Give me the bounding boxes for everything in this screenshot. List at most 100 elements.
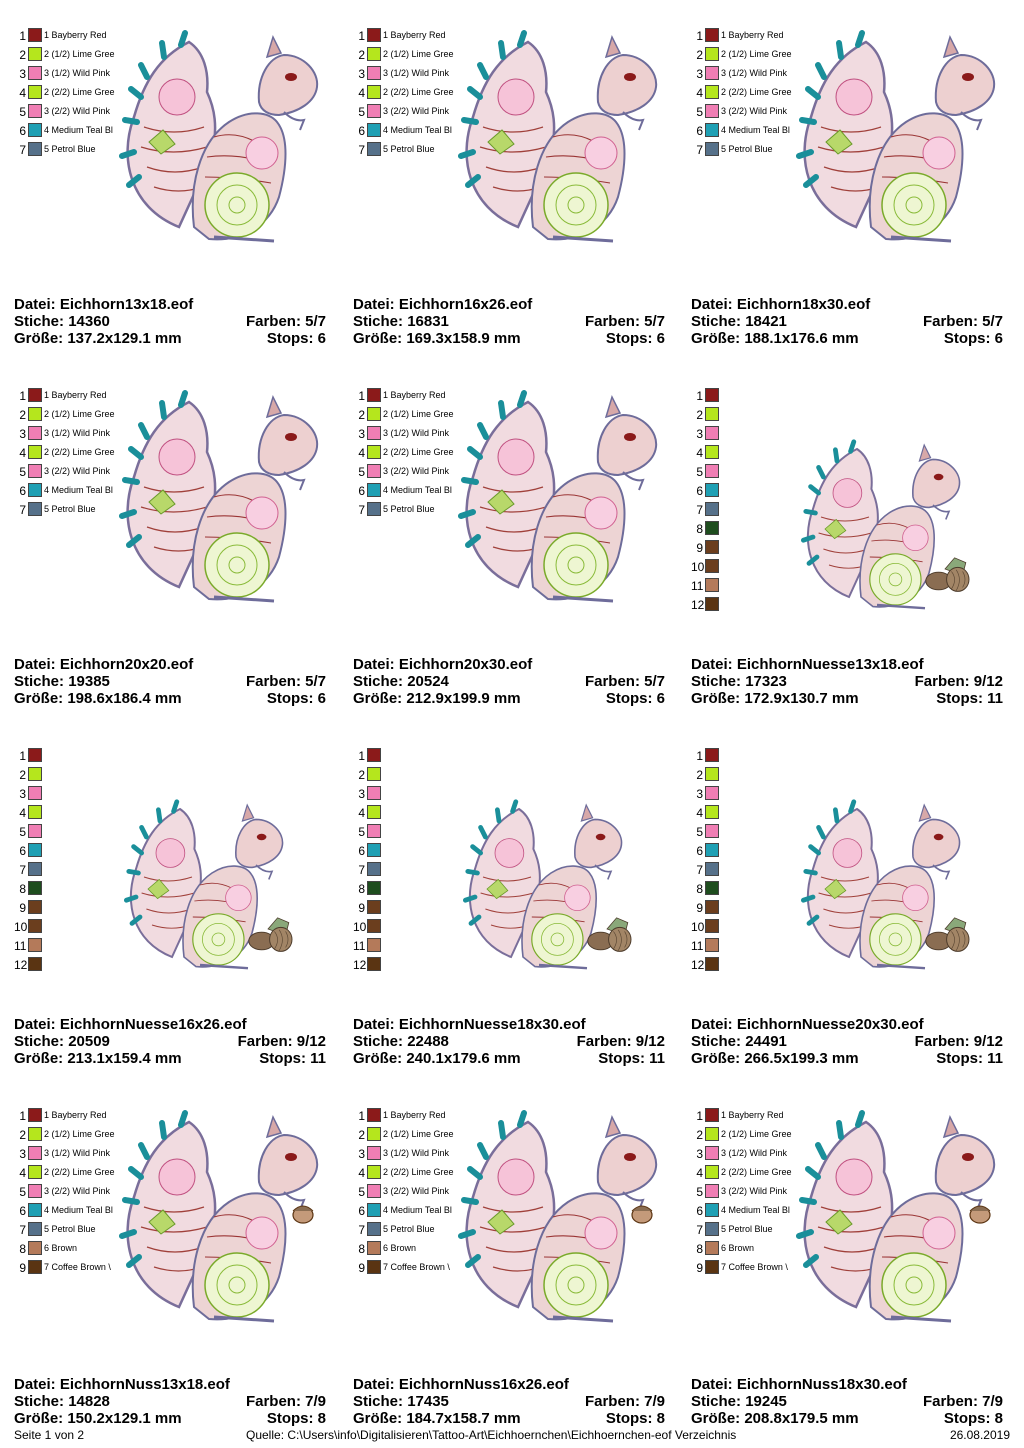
swatch-color-box xyxy=(705,824,719,838)
swatch-color-box xyxy=(367,767,381,781)
swatch-number: 7 xyxy=(19,143,26,157)
swatch-color-box xyxy=(705,1146,719,1160)
color-swatch-row: 2 xyxy=(14,766,139,785)
color-swatch-row: 5 3 (2/2) Wild Pink xyxy=(353,1183,478,1202)
color-swatch-row: 7 5 Petrol Blue xyxy=(14,141,139,160)
tail-shape xyxy=(463,799,541,959)
file-name: EichhornNuesse13x18.eof xyxy=(736,656,924,673)
color-swatch-row: 11 xyxy=(691,577,816,596)
colors-field: Farben: 5/7 xyxy=(246,313,326,330)
swatch-color-box xyxy=(705,578,719,592)
swatch-label: 5 Petrol Blue xyxy=(44,504,96,514)
swatch-label: 3 (2/2) Wild Pink xyxy=(44,466,111,476)
body-shape xyxy=(521,865,597,970)
swatch-number: 3 xyxy=(358,67,365,81)
color-swatch-row: 7 5 Petrol Blue xyxy=(14,501,139,520)
colors-label: Farben: xyxy=(584,1393,640,1410)
swatch-label: 1 Bayberry Red xyxy=(383,1110,446,1120)
file-name: Eichhorn20x30.eof xyxy=(398,656,533,673)
swatch-label: 7 Coffee Brown \ xyxy=(721,1262,788,1272)
color-swatch-row: 5 3 (2/2) Wild Pink xyxy=(691,103,816,122)
color-swatch-row: 8 xyxy=(691,520,816,539)
color-swatch-row: 4 xyxy=(14,804,139,823)
stops-value: 11 xyxy=(310,1050,326,1067)
swatch-number: 12 xyxy=(691,958,705,972)
swatch-number: 3 xyxy=(358,787,365,801)
file-name: Eichhorn13x18.eof xyxy=(59,296,194,313)
swatch-color-box xyxy=(28,1146,42,1160)
colors-label: Farben: xyxy=(245,673,301,690)
swatch-color-box xyxy=(367,843,381,857)
swatch-number: 6 xyxy=(696,844,703,858)
swatch-label: 3 (1/2) Wild Pink xyxy=(44,68,111,78)
color-swatch-row: 3 3 (1/2) Wild Pink xyxy=(691,65,816,84)
swatch-color-box xyxy=(705,483,719,497)
tail-shape xyxy=(801,439,879,599)
file-label: Datei: xyxy=(14,1376,56,1393)
size-row: Größe: 266.5x199.3 mm Stops: 11 xyxy=(691,1050,1003,1067)
body-shape xyxy=(530,1192,626,1323)
swatch-color-box xyxy=(705,388,719,402)
swatch-color-box xyxy=(705,47,719,61)
swatch-number: 9 xyxy=(19,1261,26,1275)
color-swatch-row: 2 2 (1/2) Lime Gree xyxy=(691,46,816,65)
color-swatch-row: 1 xyxy=(14,747,139,766)
colors-label: Farben: xyxy=(584,313,640,330)
stitches-row: Stiche: 17435 Farben: 7/9 xyxy=(353,1393,665,1410)
color-swatch-list: 1 1 Bayberry Red 2 2 (1/2) Lime Gree 3 3 (1/2… xyxy=(14,387,139,520)
stitches-row: Stiche: 22488 Farben: 9/12 xyxy=(353,1033,665,1050)
swatch-number: 5 xyxy=(19,465,26,479)
swatch-number: 1 xyxy=(358,29,365,43)
swatch-color-box xyxy=(705,104,719,118)
head-shape xyxy=(596,1114,658,1211)
colors-value: 5/7 xyxy=(644,313,665,330)
swatch-color-box xyxy=(367,483,381,497)
color-swatch-row: 4 2 (2/2) Lime Gree xyxy=(14,84,139,103)
swatch-color-box xyxy=(705,540,719,554)
stitches-label: Stiche: xyxy=(14,313,65,330)
color-swatch-row: 4 xyxy=(353,804,478,823)
color-swatch-list: 1 1 Bayberry Red 2 2 (1/2) Lime Gree 3 3 (1/2… xyxy=(353,1107,478,1278)
swatch-number: 11 xyxy=(353,939,366,953)
swatch-label: 2 (1/2) Lime Gree xyxy=(383,49,454,59)
swatch-label: 3 (1/2) Wild Pink xyxy=(383,68,450,78)
tail-shape xyxy=(124,799,202,959)
colors-field: Farben: 5/7 xyxy=(585,313,665,330)
swatch-number: 6 xyxy=(19,484,26,498)
swatch-color-box xyxy=(28,767,42,781)
swatch-number: 4 xyxy=(19,806,26,820)
swatch-number: 8 xyxy=(696,882,703,896)
swatch-number: 1 xyxy=(358,749,365,763)
swatch-number: 8 xyxy=(696,1242,703,1256)
color-swatch-row: 3 xyxy=(691,785,816,804)
swatch-number: 3 xyxy=(696,67,703,81)
swatch-number: 9 xyxy=(696,1261,703,1275)
color-swatch-row: 2 2 (1/2) Lime Gree xyxy=(353,406,478,425)
swatch-label: 4 Medium Teal Bl xyxy=(44,485,113,495)
swatch-color-box xyxy=(705,1165,719,1179)
color-swatch-row: 6 4 Medium Teal Bl xyxy=(353,122,478,141)
colors-value: 9/12 xyxy=(973,1033,1003,1050)
stops-label: Stops: xyxy=(605,690,653,707)
acorn-icon xyxy=(969,1205,991,1224)
tail-shape xyxy=(796,1110,894,1309)
color-swatch-row: 2 xyxy=(353,766,478,785)
swatch-label: 2 (2/2) Lime Gree xyxy=(383,87,454,97)
swatch-color-box xyxy=(705,407,719,421)
stops-value: 8 xyxy=(656,1410,665,1427)
colors-field: Farben: 9/12 xyxy=(915,673,1003,690)
stops-label: Stops: xyxy=(598,1050,645,1067)
stitches-row: Stiche: 19245 Farben: 7/9 xyxy=(691,1393,1003,1410)
color-swatch-row: 5 3 (2/2) Wild Pink xyxy=(14,1183,139,1202)
swatch-color-box xyxy=(367,104,381,118)
swatch-number: 2 xyxy=(358,48,365,62)
swatch-number: 4 xyxy=(696,806,703,820)
size-row: Größe: 188.1x176.6 mm Stops: 6 xyxy=(691,330,1003,347)
swatch-number: 7 xyxy=(19,863,26,877)
swatch-number: 4 xyxy=(696,446,703,460)
colors-field: Farben: 7/9 xyxy=(923,1393,1003,1410)
size-value: 266.5x199.3 mm xyxy=(744,1050,859,1067)
swatch-number: 8 xyxy=(358,1242,365,1256)
swatch-color-box xyxy=(28,1260,42,1274)
file-label: Datei: xyxy=(691,296,733,313)
